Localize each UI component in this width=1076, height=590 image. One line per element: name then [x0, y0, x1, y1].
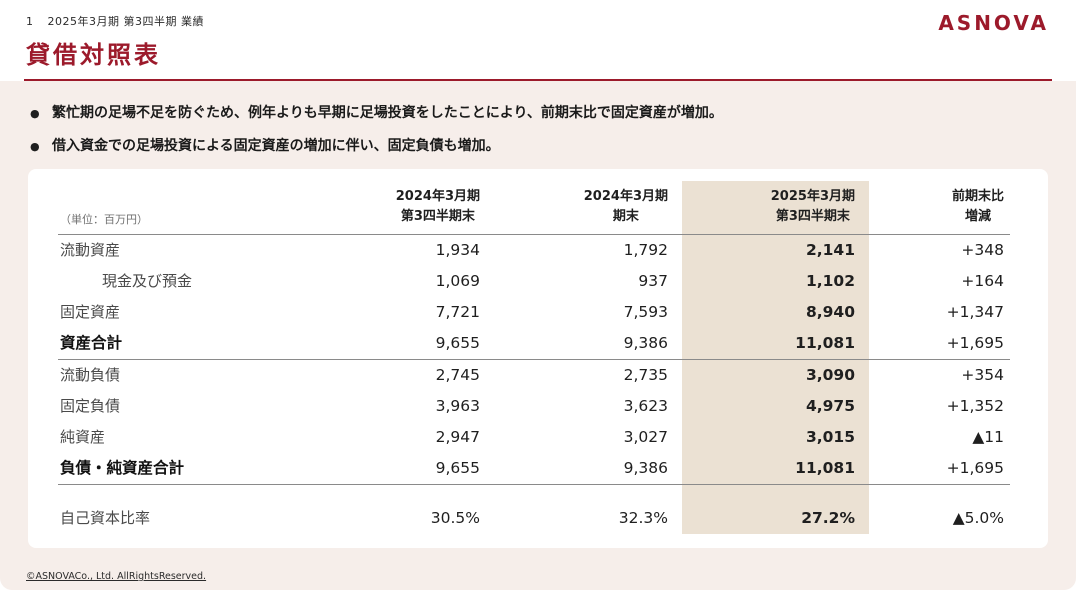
row-label: 現金及び預金: [102, 272, 193, 290]
column-header-line1: 2025年3月期: [770, 189, 855, 204]
bullet-item: ● 繁忙期の足場不足を防ぐため、例年よりも早期に足場投資をしたことにより、前期末比…: [30, 102, 1050, 124]
table-body: 流動資産 1,934 1,792 2,141 +348 現金及び預金 1,069 937 1,1…: [58, 234, 1010, 534]
cell-value: 7,593: [623, 303, 668, 321]
cell-value: 2,947: [435, 428, 480, 446]
cell-value: 2,141: [682, 234, 869, 266]
page-number: 1: [26, 15, 34, 28]
bullet-icon: ●: [30, 140, 40, 153]
page-title: 貸借対照表: [26, 41, 161, 69]
column-header-line2: 第3四半期末: [775, 209, 850, 224]
cell-value: 9,386: [494, 328, 682, 360]
table-row: 固定資産 7,721 7,593 8,940 +1,347: [58, 297, 1010, 328]
cell-value: 9,386: [494, 453, 682, 485]
table-row: 純資産 2,947 3,027 3,015 ▲11: [58, 422, 1010, 453]
bullet-icon: ●: [30, 107, 40, 120]
balance-sheet-table: （単位：百万円） 2024年3月期 第3四半期末 2024年3月期 期末 2025年3月期…: [58, 181, 1010, 534]
title-underline: [24, 79, 1052, 81]
cell-value: 9,655: [338, 328, 494, 360]
section-label: 2025年3月期 第3四半期 業績: [47, 15, 204, 28]
table-row: 固定負債 3,963 3,623 4,975 +1,352: [58, 391, 1010, 422]
cell-value: +164: [961, 272, 1004, 290]
spacer-row: [58, 484, 1010, 504]
table-row: 現金及び預金 1,069 937 1,102 +164: [58, 266, 1010, 297]
cell-value: 1,069: [435, 272, 480, 290]
cell-value: 9,655: [338, 453, 494, 485]
bullet-item: ● 借入資金での足場投資による固定資産の増加に伴い、固定負債も増加。: [30, 135, 1050, 157]
column-header: 2024年3月期 第3四半期末: [338, 181, 494, 235]
cell-value: +1,695: [869, 453, 1010, 485]
row-label: 固定負債: [60, 397, 121, 415]
cell-value: +1,352: [946, 397, 1004, 415]
row-label: 純資産: [60, 428, 106, 446]
header-meta: 1 2025年3月期 第3四半期 業績: [26, 13, 1050, 29]
cell-value: 8,940: [682, 297, 869, 328]
spacer-cell: [338, 485, 494, 504]
column-header-line2: 期末: [612, 209, 639, 224]
table-row: 流動負債 2,745 2,735 3,090 +354: [58, 359, 1010, 391]
asnova-logo: ASNOVA: [938, 11, 1049, 35]
cell-value: +1,695: [869, 328, 1010, 360]
cell-value: +354: [961, 366, 1004, 384]
table-header: （単位：百万円） 2024年3月期 第3四半期末 2024年3月期 期末 2025年3月期…: [58, 181, 1010, 235]
table-row: 負債・純資産合計 9,655 9,386 11,081 +1,695: [58, 453, 1010, 485]
header-row: （単位：百万円） 2024年3月期 第3四半期末 2024年3月期 期末 2025年3月期…: [58, 181, 1010, 235]
bullet-text: 繁忙期の足場不足を防ぐため、例年よりも早期に足場投資をしたことにより、前期末比で…: [52, 105, 723, 121]
cell-value: 1,934: [435, 241, 480, 259]
cell-value: 937: [638, 272, 668, 290]
cell-value: 1,792: [623, 241, 668, 259]
cell-value: +348: [961, 241, 1004, 259]
cell-value: 3,090: [682, 359, 869, 391]
row-label: 自己資本比率: [60, 509, 151, 527]
column-header-lines: 2025年3月期 第3四半期末: [771, 187, 855, 227]
column-header: 2025年3月期 第3四半期末: [682, 181, 869, 235]
row-label: 固定資産: [60, 303, 121, 321]
highlight-bullets: ● 繁忙期の足場不足を防ぐため、例年よりも早期に足場投資をしたことにより、前期末比…: [0, 81, 1076, 157]
header-bar: 1 2025年3月期 第3四半期 業績 ASNOVA 貸借対照表: [0, 0, 1076, 79]
cell-value: 3,015: [682, 422, 869, 453]
cell-value: +1,347: [946, 303, 1004, 321]
spacer-cell: [58, 485, 338, 504]
cell-value: 3,027: [623, 428, 668, 446]
column-header: 2024年3月期 期末: [494, 181, 682, 235]
column-header-lines: 前期末比 増減: [952, 187, 1004, 227]
spacer-cell: [494, 485, 682, 504]
cell-value: 30.5%: [430, 509, 480, 527]
balance-sheet-card: （単位：百万円） 2024年3月期 第3四半期末 2024年3月期 期末 2025年3月期…: [28, 169, 1048, 548]
table-row: 自己資本比率 30.5% 32.3% 27.2% ▲5.0%: [58, 503, 1010, 534]
cell-value: 32.3%: [618, 509, 668, 527]
slide-body: ● 繁忙期の足場不足を防ぐため、例年よりも早期に足場投資をしたことにより、前期末比…: [0, 81, 1076, 590]
cell-value: 2,745: [435, 366, 480, 384]
column-header-line1: 前期末比: [951, 189, 1004, 204]
cell-value: ▲5.0%: [952, 509, 1004, 527]
column-header-line1: 2024年3月期: [583, 189, 668, 204]
unit-label: （単位：百万円）: [58, 181, 338, 235]
bullet-text: 借入資金での足場投資による固定資産の増加に伴い、固定負債も増加。: [52, 138, 500, 154]
row-label: 資産合計: [58, 328, 338, 360]
column-header-line2: 増減: [964, 209, 991, 224]
column-header-line1: 2024年3月期: [395, 189, 480, 204]
row-label: 流動負債: [60, 366, 121, 384]
cell-value: 11,081: [682, 453, 869, 485]
row-label: 流動資産: [60, 241, 121, 259]
column-header: 前期末比 増減: [869, 181, 1010, 235]
cell-value: 7,721: [435, 303, 480, 321]
column-header-lines: 2024年3月期 第3四半期末: [396, 187, 480, 227]
cell-value: ▲11: [972, 428, 1004, 446]
table-row: 資産合計 9,655 9,386 11,081 +1,695: [58, 328, 1010, 360]
cell-value: 1,102: [682, 266, 869, 297]
spacer-cell: [682, 484, 869, 503]
column-header-line2: 第3四半期末: [400, 209, 475, 224]
spacer-cell: [869, 485, 1010, 504]
copyright-text: ©ASNOVACo., Ltd. AllRightsReserved.: [26, 571, 207, 582]
column-header-lines: 2024年3月期 期末: [584, 187, 668, 227]
cell-value: 3,623: [623, 397, 668, 415]
cell-value: 3,963: [435, 397, 480, 415]
cell-value: 2,735: [623, 366, 668, 384]
cell-value: 27.2%: [682, 503, 869, 534]
row-label: 負債・純資産合計: [58, 453, 338, 485]
table-row: 流動資産 1,934 1,792 2,141 +348: [58, 234, 1010, 266]
cell-value: 11,081: [682, 328, 869, 360]
cell-value: 4,975: [682, 391, 869, 422]
